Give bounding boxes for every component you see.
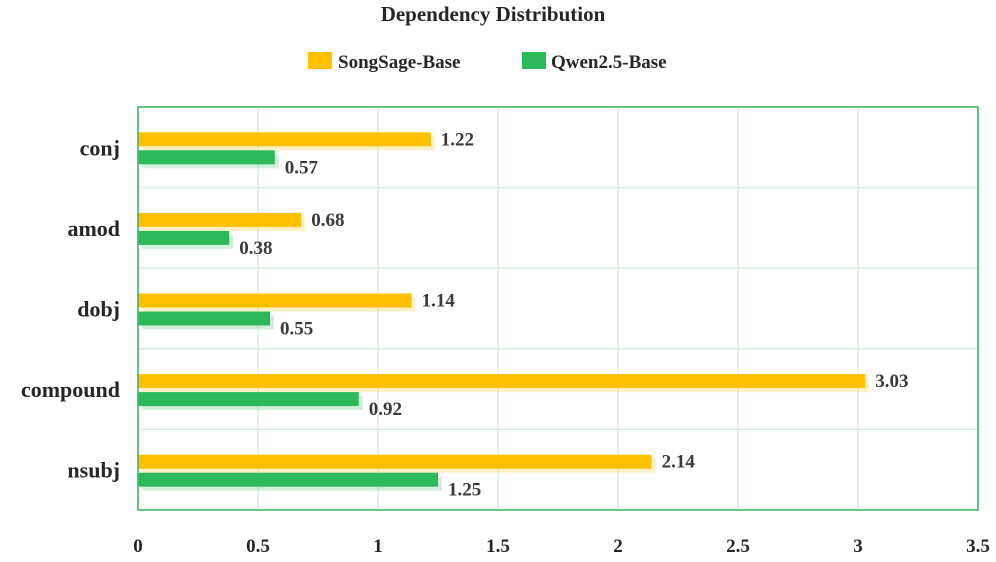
data-label: 3.03	[875, 371, 908, 392]
legend-label-qwen: Qwen2.5-Base	[551, 52, 667, 73]
x-tick-label: 2	[613, 536, 623, 557]
category-label: nsubj	[67, 458, 120, 483]
data-label: 1.25	[448, 480, 481, 501]
bars	[138, 132, 870, 491]
data-label: 1.22	[441, 129, 474, 150]
data-label: 0.55	[280, 319, 313, 340]
category-labels: conj amod dobj compound nsubj	[21, 135, 120, 482]
bar-qwen2-5-base	[138, 472, 438, 487]
category-label: dobj	[77, 297, 120, 322]
grid-lines	[138, 107, 978, 510]
bar-qwen2-5-base	[138, 150, 275, 165]
data-label: 0.38	[239, 238, 272, 259]
data-label: 0.68	[311, 210, 344, 231]
legend-swatch-qwen	[522, 52, 546, 69]
x-tick-label: 1	[373, 536, 383, 557]
data-label: 0.92	[369, 399, 402, 420]
category-label: amod	[67, 216, 120, 241]
legend-label-songsage: SongSage-Base	[338, 52, 460, 73]
bar-qwen2-5-base	[138, 392, 359, 407]
chart-title: Dependency Distribution	[381, 2, 606, 26]
category-label: compound	[21, 377, 120, 402]
category-label: conj	[80, 135, 120, 160]
x-tick-label: 3	[853, 536, 863, 557]
x-tick-label: 1.5	[486, 536, 510, 557]
data-labels: 1.22 0.57 0.68 0.38 1.14 0.55 3.03 0.92 2.14 1.25	[239, 129, 908, 500]
x-tick-label: 0	[133, 536, 143, 557]
bar-qwen2-5-base	[138, 311, 270, 326]
x-tick-labels: 0 0.5 1 1.5 2 2.5 3 3.5	[133, 536, 990, 557]
bar-songsage-base	[138, 374, 866, 389]
x-tick-label: 3.5	[966, 536, 990, 557]
plot-frame	[137, 106, 979, 511]
bar-songsage-base	[138, 212, 302, 227]
bar-qwen2-5-base	[138, 230, 230, 245]
legend-swatch-songsage	[308, 52, 332, 69]
x-tick-label: 0.5	[246, 536, 270, 557]
bar-songsage-base	[138, 293, 412, 308]
data-label: 0.57	[285, 157, 319, 178]
x-tick-label: 2.5	[726, 536, 750, 557]
data-label: 2.14	[662, 452, 696, 473]
legend: SongSage-Base Qwen2.5-Base	[308, 52, 667, 73]
bar-songsage-base	[138, 132, 431, 147]
data-label: 1.14	[422, 291, 456, 312]
bar-songsage-base	[138, 454, 652, 469]
